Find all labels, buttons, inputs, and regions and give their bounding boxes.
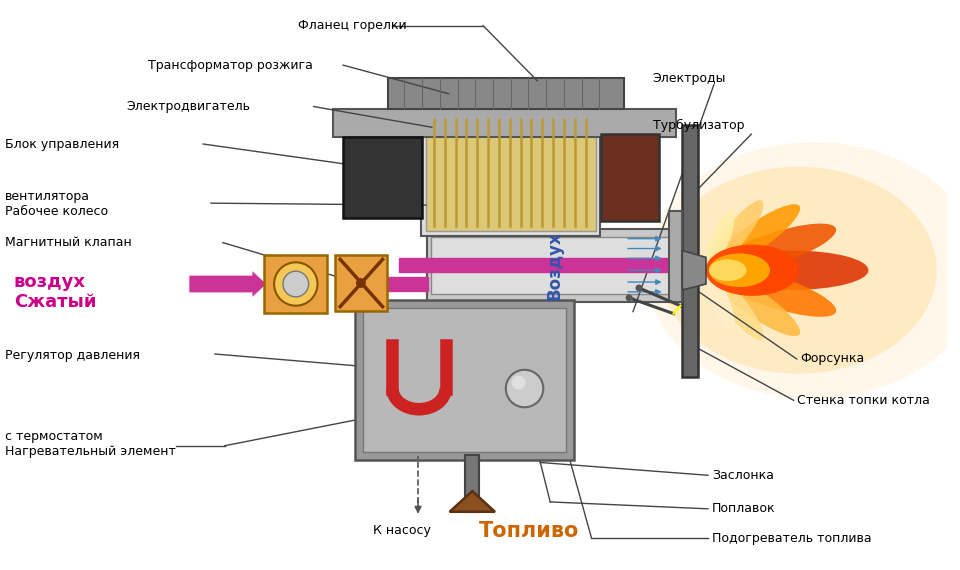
- Polygon shape: [683, 250, 706, 290]
- Bar: [602, 134, 659, 221]
- Ellipse shape: [707, 210, 734, 267]
- Ellipse shape: [714, 267, 836, 317]
- Ellipse shape: [715, 250, 869, 290]
- Ellipse shape: [711, 271, 801, 336]
- Text: К насосу: К насосу: [372, 524, 431, 537]
- Ellipse shape: [709, 200, 763, 267]
- FancyArrow shape: [189, 271, 266, 297]
- Ellipse shape: [711, 204, 801, 269]
- Ellipse shape: [646, 142, 960, 398]
- Text: Рабочее колесо: Рабочее колесо: [5, 205, 108, 218]
- Bar: [343, 137, 422, 218]
- Text: Стенка топки котла: Стенка топки котла: [797, 394, 929, 407]
- Circle shape: [506, 370, 543, 407]
- Bar: [388, 78, 624, 109]
- Text: Подогреватель топлива: Подогреватель топлива: [712, 532, 872, 545]
- Text: Фланец горелки: Фланец горелки: [298, 19, 406, 32]
- Text: Турбулизатор: Турбулизатор: [653, 119, 744, 132]
- Circle shape: [283, 271, 308, 297]
- Bar: [335, 255, 387, 311]
- Circle shape: [626, 294, 633, 302]
- Text: с термостатом: с термостатом: [5, 430, 103, 443]
- Bar: [355, 300, 574, 459]
- Text: Электродвигатель: Электродвигатель: [126, 100, 251, 113]
- Bar: [399, 258, 702, 272]
- Polygon shape: [449, 491, 495, 512]
- Text: вентилятора: вентилятора: [5, 190, 90, 203]
- Circle shape: [636, 284, 642, 291]
- Text: Нагревательный элемент: Нагревательный элемент: [5, 445, 176, 458]
- Text: Форсунка: Форсунка: [801, 352, 865, 365]
- Text: Трансформатор розжига: Трансформатор розжига: [148, 59, 313, 72]
- Circle shape: [275, 262, 318, 306]
- Text: Сжатый: Сжатый: [13, 293, 96, 311]
- Bar: [668, 211, 683, 302]
- Bar: [683, 125, 698, 377]
- Text: Воздух: Воздух: [545, 231, 564, 300]
- Bar: [264, 255, 327, 312]
- Bar: [363, 308, 566, 451]
- Bar: [387, 277, 428, 291]
- Text: воздух: воздух: [13, 273, 85, 291]
- Text: Заслонка: Заслонка: [712, 469, 774, 482]
- Text: Поплавок: Поплавок: [712, 502, 776, 515]
- Text: Топливо: Топливо: [479, 520, 580, 540]
- Ellipse shape: [660, 166, 937, 374]
- Bar: [333, 109, 677, 137]
- Circle shape: [512, 376, 525, 389]
- Ellipse shape: [708, 259, 747, 281]
- Circle shape: [356, 278, 366, 288]
- Ellipse shape: [714, 223, 836, 273]
- Text: Магнитный клапан: Магнитный клапан: [5, 236, 132, 249]
- Bar: [427, 229, 683, 302]
- Bar: [466, 455, 479, 512]
- Text: Регулятор давления: Регулятор давления: [5, 349, 140, 363]
- Bar: [421, 109, 600, 236]
- Bar: [431, 237, 679, 294]
- Ellipse shape: [707, 273, 734, 330]
- Text: Блок управления: Блок управления: [5, 139, 119, 152]
- Ellipse shape: [706, 245, 799, 296]
- Ellipse shape: [709, 273, 763, 340]
- Bar: [426, 115, 595, 231]
- Text: Электроды: Электроды: [653, 72, 726, 86]
- Ellipse shape: [708, 254, 770, 287]
